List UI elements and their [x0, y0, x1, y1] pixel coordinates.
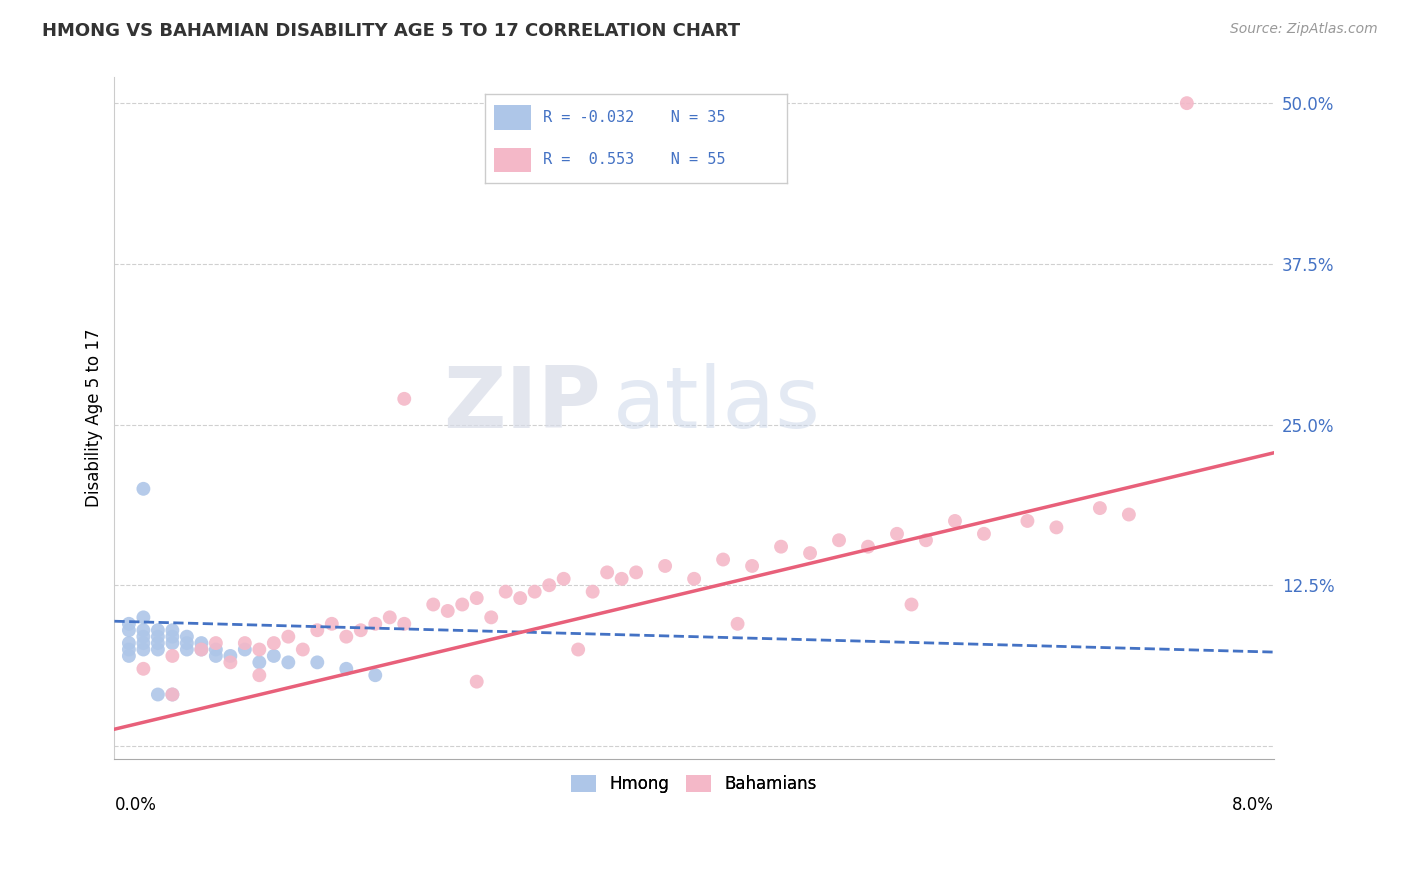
Point	[567, 642, 589, 657]
Point	[219, 648, 242, 663]
Point	[350, 624, 373, 638]
Point	[335, 662, 357, 676]
Point	[176, 636, 198, 650]
Point	[146, 630, 169, 644]
Point	[247, 642, 270, 657]
Point	[422, 598, 444, 612]
Point	[263, 636, 285, 650]
Point	[247, 656, 270, 670]
Point	[205, 648, 228, 663]
Point	[727, 616, 749, 631]
Point	[263, 648, 285, 663]
Point	[233, 642, 256, 657]
Point	[219, 656, 242, 670]
Point	[553, 572, 575, 586]
Legend: Hmong, Bahamians: Hmong, Bahamians	[562, 767, 825, 802]
Point	[509, 591, 531, 606]
Text: Source: ZipAtlas.com: Source: ZipAtlas.com	[1230, 22, 1378, 37]
Point	[479, 610, 502, 624]
Text: 8.0%: 8.0%	[1232, 797, 1274, 814]
Point	[770, 540, 793, 554]
Point	[176, 630, 198, 644]
Point	[162, 648, 184, 663]
Text: ZIP: ZIP	[444, 363, 602, 446]
Point	[162, 624, 184, 638]
Point	[465, 674, 488, 689]
Point	[118, 648, 141, 663]
Point	[915, 533, 938, 548]
Point	[943, 514, 966, 528]
Point	[610, 572, 633, 586]
Point	[495, 584, 517, 599]
Point	[132, 624, 155, 638]
Text: HMONG VS BAHAMIAN DISABILITY AGE 5 TO 17 CORRELATION CHART: HMONG VS BAHAMIAN DISABILITY AGE 5 TO 17…	[42, 22, 741, 40]
Point	[973, 526, 995, 541]
Point	[247, 668, 270, 682]
Point	[233, 636, 256, 650]
Point	[1045, 520, 1067, 534]
Text: 0.0%: 0.0%	[114, 797, 156, 814]
Point	[190, 642, 212, 657]
Point	[596, 566, 619, 580]
Point	[277, 630, 299, 644]
Point	[1017, 514, 1039, 528]
Point	[654, 558, 676, 573]
Point	[132, 662, 155, 676]
Y-axis label: Disability Age 5 to 17: Disability Age 5 to 17	[86, 329, 103, 508]
Point	[799, 546, 821, 560]
Point	[683, 572, 706, 586]
Point	[538, 578, 561, 592]
Point	[146, 642, 169, 657]
Point	[146, 688, 169, 702]
Point	[465, 591, 488, 606]
Point	[118, 642, 141, 657]
Point	[321, 616, 343, 631]
Point	[132, 642, 155, 657]
Point	[582, 584, 605, 599]
Point	[118, 636, 141, 650]
Point	[856, 540, 879, 554]
Point	[132, 636, 155, 650]
Point	[364, 668, 387, 682]
Point	[451, 598, 474, 612]
Point	[205, 642, 228, 657]
Point	[277, 656, 299, 670]
Point	[118, 624, 141, 638]
Point	[335, 630, 357, 644]
Point	[162, 688, 184, 702]
Point	[378, 610, 401, 624]
Point	[394, 392, 416, 406]
Point	[132, 482, 155, 496]
Point	[886, 526, 908, 541]
Point	[118, 616, 141, 631]
Point	[146, 636, 169, 650]
Text: atlas: atlas	[613, 363, 821, 446]
Point	[900, 598, 922, 612]
Point	[291, 642, 314, 657]
Point	[307, 624, 329, 638]
Point	[523, 584, 546, 599]
Point	[162, 630, 184, 644]
Point	[205, 636, 228, 650]
Point	[436, 604, 458, 618]
Point	[828, 533, 851, 548]
Point	[162, 688, 184, 702]
Point	[162, 636, 184, 650]
Point	[190, 642, 212, 657]
Point	[132, 630, 155, 644]
Point	[364, 616, 387, 631]
Point	[1118, 508, 1140, 522]
Point	[1088, 501, 1111, 516]
Point	[132, 610, 155, 624]
Point	[624, 566, 647, 580]
Point	[711, 552, 734, 566]
Point	[307, 656, 329, 670]
Point	[1175, 96, 1198, 111]
Point	[190, 636, 212, 650]
Point	[394, 616, 416, 631]
Point	[741, 558, 763, 573]
Point	[176, 642, 198, 657]
Point	[146, 624, 169, 638]
